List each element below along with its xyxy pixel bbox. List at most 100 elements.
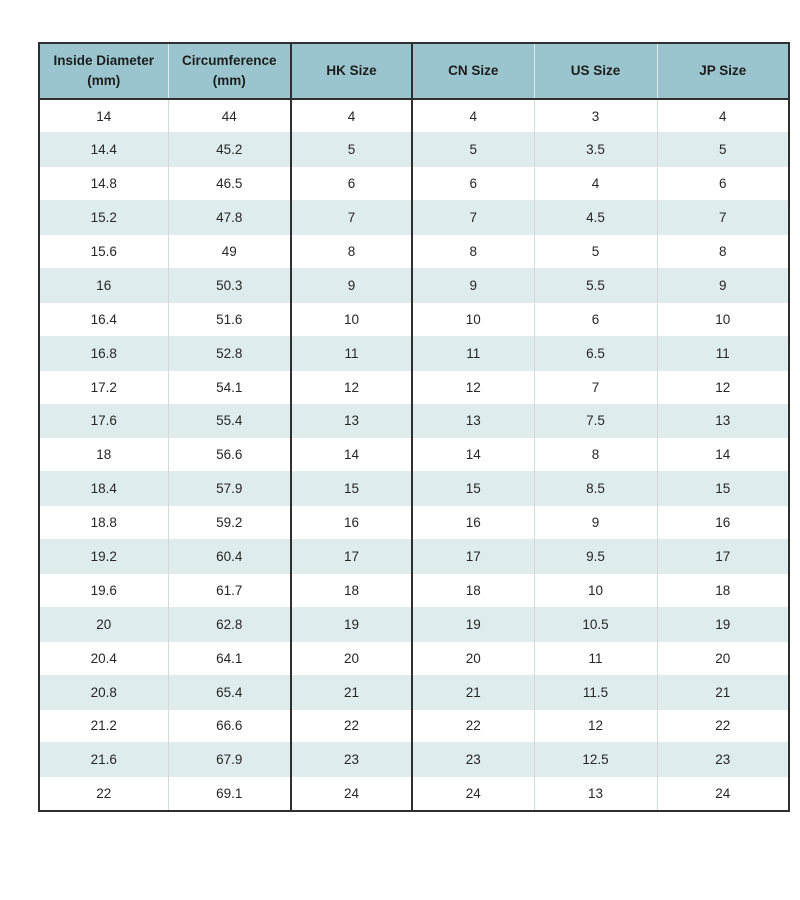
- table-cell: 22: [411, 708, 534, 743]
- table-cell: 56.6: [167, 437, 291, 472]
- table-cell: 12.5: [533, 742, 657, 777]
- table-cell: 67.9: [167, 742, 291, 777]
- table-cell: 13: [656, 403, 789, 438]
- table-cell: 10: [290, 301, 412, 337]
- header-inside-diameter: Inside Diameter (mm): [39, 43, 168, 100]
- table-cell: 9.5: [533, 539, 657, 574]
- table-cell: 4: [656, 99, 789, 133]
- table-cell: 10: [411, 301, 534, 337]
- table-cell: 17.2: [39, 369, 168, 405]
- table-cell: 22: [290, 708, 412, 743]
- table-cell: 47.8: [167, 200, 291, 235]
- table-body: 14 44 4 4 3 4 14.4 45.2 5 5 3.5 5 14.8 46.5 6 6 4 6 15.2 47…: [39, 99, 789, 811]
- table-cell: 21: [656, 674, 789, 710]
- table-cell: 11: [656, 335, 789, 371]
- header-row: Inside Diameter (mm) Circumference (mm) …: [39, 43, 789, 100]
- table-cell: 14: [290, 437, 412, 472]
- table-cell: 6: [411, 166, 534, 201]
- table-cell: 46.5: [167, 166, 291, 201]
- table-cell: 24: [656, 776, 789, 811]
- table-cell: 54.1: [167, 369, 291, 405]
- table-cell: 17: [411, 539, 534, 574]
- table-row: 19.2 60.4 17 17 9.5 17: [39, 539, 789, 574]
- table-cell: 3.5: [533, 132, 657, 167]
- table-row: 21.2 66.6 22 22 12 22: [39, 708, 789, 743]
- table-cell: 15: [290, 471, 412, 506]
- table-row: 18.8 59.2 16 16 9 16: [39, 505, 789, 540]
- table-cell: 24: [290, 776, 412, 811]
- table-cell: 18.8: [39, 505, 168, 540]
- table-cell: 7: [290, 200, 412, 235]
- table-cell: 5.5: [533, 267, 657, 303]
- table-cell: 8: [656, 234, 789, 269]
- table-cell: 60.4: [167, 539, 291, 574]
- header-hk-size: HK Size: [290, 43, 412, 100]
- table-cell: 17: [290, 539, 412, 574]
- table-cell: 16.8: [39, 335, 168, 371]
- table-cell: 10: [656, 301, 789, 337]
- table-cell: 21: [290, 674, 412, 710]
- table-cell: 18: [290, 572, 412, 608]
- table-cell: 5: [656, 132, 789, 167]
- table-cell: 13: [290, 403, 412, 438]
- table-row: 17.2 54.1 12 12 7 12: [39, 369, 789, 405]
- table-cell: 52.8: [167, 335, 291, 371]
- table-row: 15.6 49 8 8 5 8: [39, 234, 789, 269]
- table-cell: 9: [656, 267, 789, 303]
- table-cell: 15.2: [39, 200, 168, 235]
- table-cell: 57.9: [167, 471, 291, 506]
- table-cell: 7: [656, 200, 789, 235]
- table-cell: 19: [656, 606, 789, 642]
- table-cell: 24: [411, 776, 534, 811]
- table-cell: 18: [411, 572, 534, 608]
- table-cell: 20.8: [39, 674, 168, 710]
- table-cell: 23: [411, 742, 534, 777]
- table-row: 20 62.8 19 19 10.5 19: [39, 606, 789, 642]
- table-cell: 3: [533, 99, 657, 133]
- table-cell: 11.5: [533, 674, 657, 710]
- table-row: 14.4 45.2 5 5 3.5 5: [39, 132, 789, 167]
- table-cell: 65.4: [167, 674, 291, 710]
- table-cell: 14: [411, 437, 534, 472]
- table-cell: 6: [533, 301, 657, 337]
- table-row: 19.6 61.7 18 18 10 18: [39, 572, 789, 608]
- table-cell: 6: [656, 166, 789, 201]
- table-cell: 12: [533, 708, 657, 743]
- table-cell: 6: [290, 166, 412, 201]
- table-cell: 8.5: [533, 471, 657, 506]
- table-cell: 14: [39, 99, 168, 133]
- table-cell: 19.6: [39, 572, 168, 608]
- table-cell: 21: [411, 674, 534, 710]
- table-cell: 5: [411, 132, 534, 167]
- table-row: 16.4 51.6 10 10 6 10: [39, 301, 789, 337]
- table-row: 14 44 4 4 3 4: [39, 99, 789, 133]
- table-cell: 16: [290, 505, 412, 540]
- table-cell: 9: [290, 267, 412, 303]
- table-cell: 62.8: [167, 606, 291, 642]
- table-cell: 17.6: [39, 403, 168, 438]
- table-cell: 15: [411, 471, 534, 506]
- table-cell: 12: [656, 369, 789, 405]
- table-cell: 19: [411, 606, 534, 642]
- table-cell: 19: [290, 606, 412, 642]
- table-cell: 20.4: [39, 640, 168, 676]
- table-cell: 10.5: [533, 606, 657, 642]
- table-cell: 7: [533, 369, 657, 405]
- table-cell: 4: [533, 166, 657, 201]
- table-cell: 61.7: [167, 572, 291, 608]
- table-row: 21.6 67.9 23 23 12.5 23: [39, 742, 789, 777]
- table-cell: 18: [656, 572, 789, 608]
- table-cell: 17: [656, 539, 789, 574]
- table-cell: 6.5: [533, 335, 657, 371]
- table-cell: 9: [533, 505, 657, 540]
- table-cell: 59.2: [167, 505, 291, 540]
- table-cell: 44: [167, 99, 291, 133]
- table-cell: 21.6: [39, 742, 168, 777]
- header-circumference: Circumference (mm): [167, 43, 291, 100]
- table-cell: 13: [533, 776, 657, 811]
- table-cell: 23: [290, 742, 412, 777]
- table-cell: 22: [656, 708, 789, 743]
- table-row: 15.2 47.8 7 7 4.5 7: [39, 200, 789, 235]
- table-cell: 16: [39, 267, 168, 303]
